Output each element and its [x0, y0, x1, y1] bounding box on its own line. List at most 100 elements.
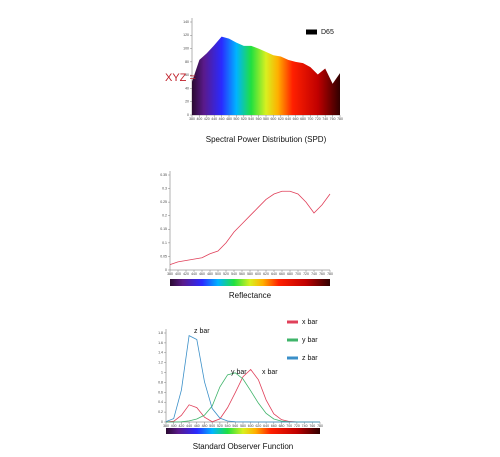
legend-swatch: [287, 338, 298, 342]
y-tick-label: 0.35: [160, 173, 167, 177]
x-tick-label: 740: [322, 117, 328, 121]
x-tick-label: 760: [330, 117, 336, 121]
x-tick-label: 660: [271, 424, 277, 428]
x-tick-label: 540: [231, 272, 237, 276]
legend-label: y bar: [302, 337, 318, 344]
x-tick-label: 660: [279, 272, 285, 276]
x-tick-label: 480: [226, 117, 232, 121]
chart-title: Reflectance: [229, 291, 272, 300]
y-tick-label: 0.25: [160, 200, 167, 204]
annotation: y bar: [231, 369, 247, 376]
chart-title: Standard Observer Function: [193, 442, 294, 451]
x-tick-label: 560: [232, 424, 238, 428]
x-tick-label: 520: [241, 117, 247, 121]
y-tick-label: 1.4: [158, 351, 163, 355]
x-tick-label: 760: [309, 424, 315, 428]
x-tick-label: 400: [175, 272, 181, 276]
x-tick-label: 380: [167, 272, 173, 276]
y-tick-label: 80: [185, 60, 189, 64]
x-tick-label: 620: [278, 117, 284, 121]
x-tick-label: 440: [186, 424, 192, 428]
x-tick-label: 480: [207, 272, 213, 276]
x-tick-label: 600: [255, 272, 261, 276]
y-tick-label: 40: [185, 86, 189, 90]
legend-label: z bar: [302, 355, 318, 362]
x-tick-label: 540: [248, 117, 254, 121]
x-tick-label: 380: [189, 117, 195, 121]
y-tick-label: 0.05: [160, 254, 167, 258]
x-tick-label: 600: [270, 117, 276, 121]
x-tick-label: 460: [199, 272, 205, 276]
y-tick-label: 140: [183, 20, 189, 24]
line: [169, 190, 331, 265]
y-tick-label: 1.8: [158, 331, 163, 335]
y-tick-label: 60: [185, 73, 189, 77]
x-tick-label: 680: [287, 272, 293, 276]
area: [192, 36, 340, 115]
x-tick-label: 540: [225, 424, 231, 428]
line: [166, 372, 320, 423]
legend-swatch: [287, 320, 298, 324]
x-tick-label: 780: [327, 272, 333, 276]
x-tick-label: 440: [211, 117, 217, 121]
spectrum-bar: [166, 428, 320, 434]
x-tick-label: 720: [303, 272, 309, 276]
y-tick-label: 0.8: [158, 380, 163, 384]
y-tick-label: 1: [161, 370, 163, 374]
x-tick-label: 700: [295, 272, 301, 276]
x-tick-label: 620: [255, 424, 261, 428]
x-tick-label: 720: [294, 424, 300, 428]
x-tick-label: 740: [302, 424, 308, 428]
x-tick-label: 700: [307, 117, 313, 121]
annotation: x bar: [262, 369, 278, 376]
x-tick-label: 780: [317, 424, 323, 428]
annotation: z bar: [194, 328, 210, 335]
x-tick-label: 640: [271, 272, 277, 276]
y-tick-label: 0.1: [162, 241, 167, 245]
x-tick-label: 620: [263, 272, 269, 276]
x-tick-label: 500: [209, 424, 215, 428]
y-tick-label: 20: [185, 100, 189, 104]
legend-label: x bar: [302, 319, 318, 326]
annotation: XYZ =: [165, 72, 196, 84]
x-tick-label: 740: [311, 272, 317, 276]
x-tick-label: 420: [178, 424, 184, 428]
line: [165, 335, 320, 423]
y-tick-label: 1.2: [158, 361, 163, 365]
x-tick-label: 600: [248, 424, 254, 428]
x-tick-label: 440: [191, 272, 197, 276]
x-tick-label: 700: [286, 424, 292, 428]
x-tick-label: 400: [171, 424, 177, 428]
x-tick-label: 680: [279, 424, 285, 428]
y-tick-label: 1.6: [158, 341, 163, 345]
legend-label: D65: [321, 29, 334, 36]
spectrum-bar: [170, 279, 330, 286]
x-tick-label: 660: [293, 117, 299, 121]
legend-swatch: [287, 356, 298, 360]
x-tick-label: 500: [233, 117, 239, 121]
line: [165, 368, 320, 423]
x-tick-label: 680: [300, 117, 306, 121]
y-tick-label: 0.2: [162, 214, 167, 218]
y-tick-label: 0.15: [160, 227, 167, 231]
x-tick-label: 520: [217, 424, 223, 428]
x-tick-label: 560: [256, 117, 262, 121]
x-tick-label: 780: [337, 117, 343, 121]
x-tick-label: 420: [183, 272, 189, 276]
y-tick-label: 0: [161, 420, 163, 424]
y-tick-label: 120: [183, 33, 189, 37]
x-tick-label: 580: [247, 272, 253, 276]
x-tick-label: 400: [196, 117, 202, 121]
x-tick-label: 640: [263, 424, 269, 428]
y-tick-label: 0.2: [158, 410, 163, 414]
x-tick-label: 460: [219, 117, 225, 121]
y-tick-label: 0: [187, 113, 189, 117]
x-tick-label: 760: [319, 272, 325, 276]
chart-title: Spectral Power Distribution (SPD): [206, 135, 327, 144]
x-tick-label: 560: [239, 272, 245, 276]
x-tick-label: 580: [240, 424, 246, 428]
x-tick-label: 640: [285, 117, 291, 121]
x-tick-label: 520: [223, 272, 229, 276]
